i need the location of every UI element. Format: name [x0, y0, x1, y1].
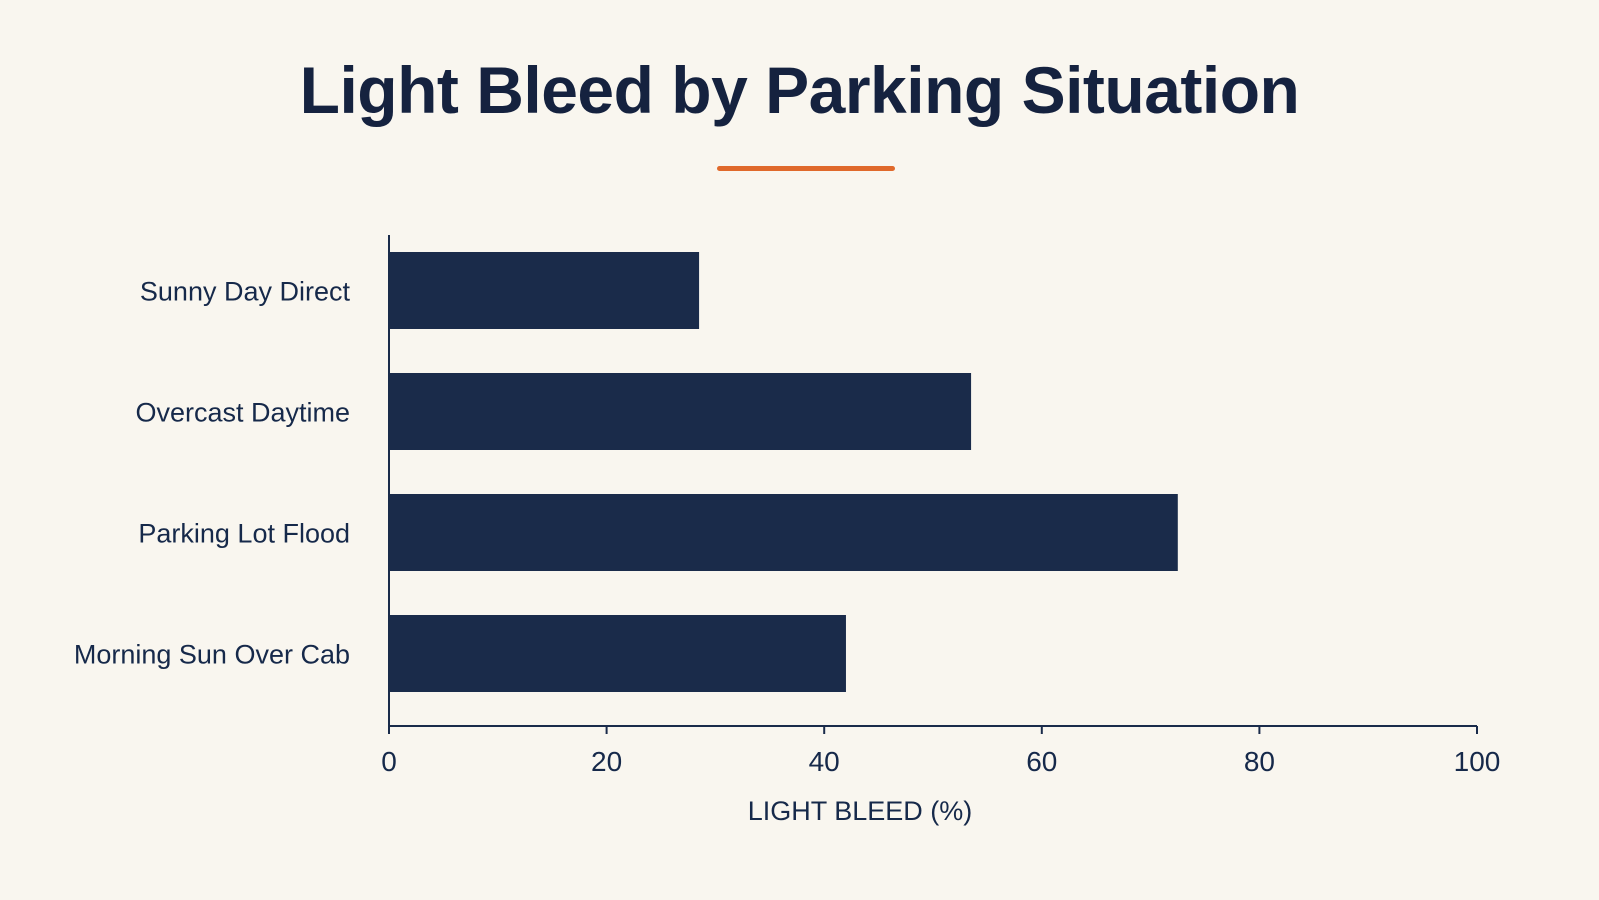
axes-layer [388, 235, 1478, 734]
bar-1 [389, 373, 972, 450]
category-label: Morning Sun Over Cab [74, 640, 350, 670]
x-axis-title: LIGHT BLEED (%) [748, 796, 973, 826]
category-label: Overcast Daytime [135, 398, 350, 428]
x-tick-label: 40 [809, 746, 840, 777]
x-tick-label: 0 [381, 746, 397, 777]
x-tick-label: 100 [1454, 746, 1501, 777]
category-label: Sunny Day Direct [140, 277, 351, 307]
bar-2 [389, 494, 1178, 571]
bar-0 [389, 252, 700, 329]
title-accent-underline [717, 166, 895, 171]
chart-title: Light Bleed by Parking Situation [299, 53, 1300, 127]
bar-3 [389, 615, 846, 692]
category-label: Parking Lot Flood [138, 519, 350, 549]
labels-layer: Sunny Day Direct Overcast Daytime Parking … [74, 277, 1501, 778]
x-tick-label: 60 [1026, 746, 1057, 777]
x-tick-label: 20 [591, 746, 622, 777]
x-tick-label: 80 [1244, 746, 1275, 777]
bars-layer [389, 252, 1178, 692]
